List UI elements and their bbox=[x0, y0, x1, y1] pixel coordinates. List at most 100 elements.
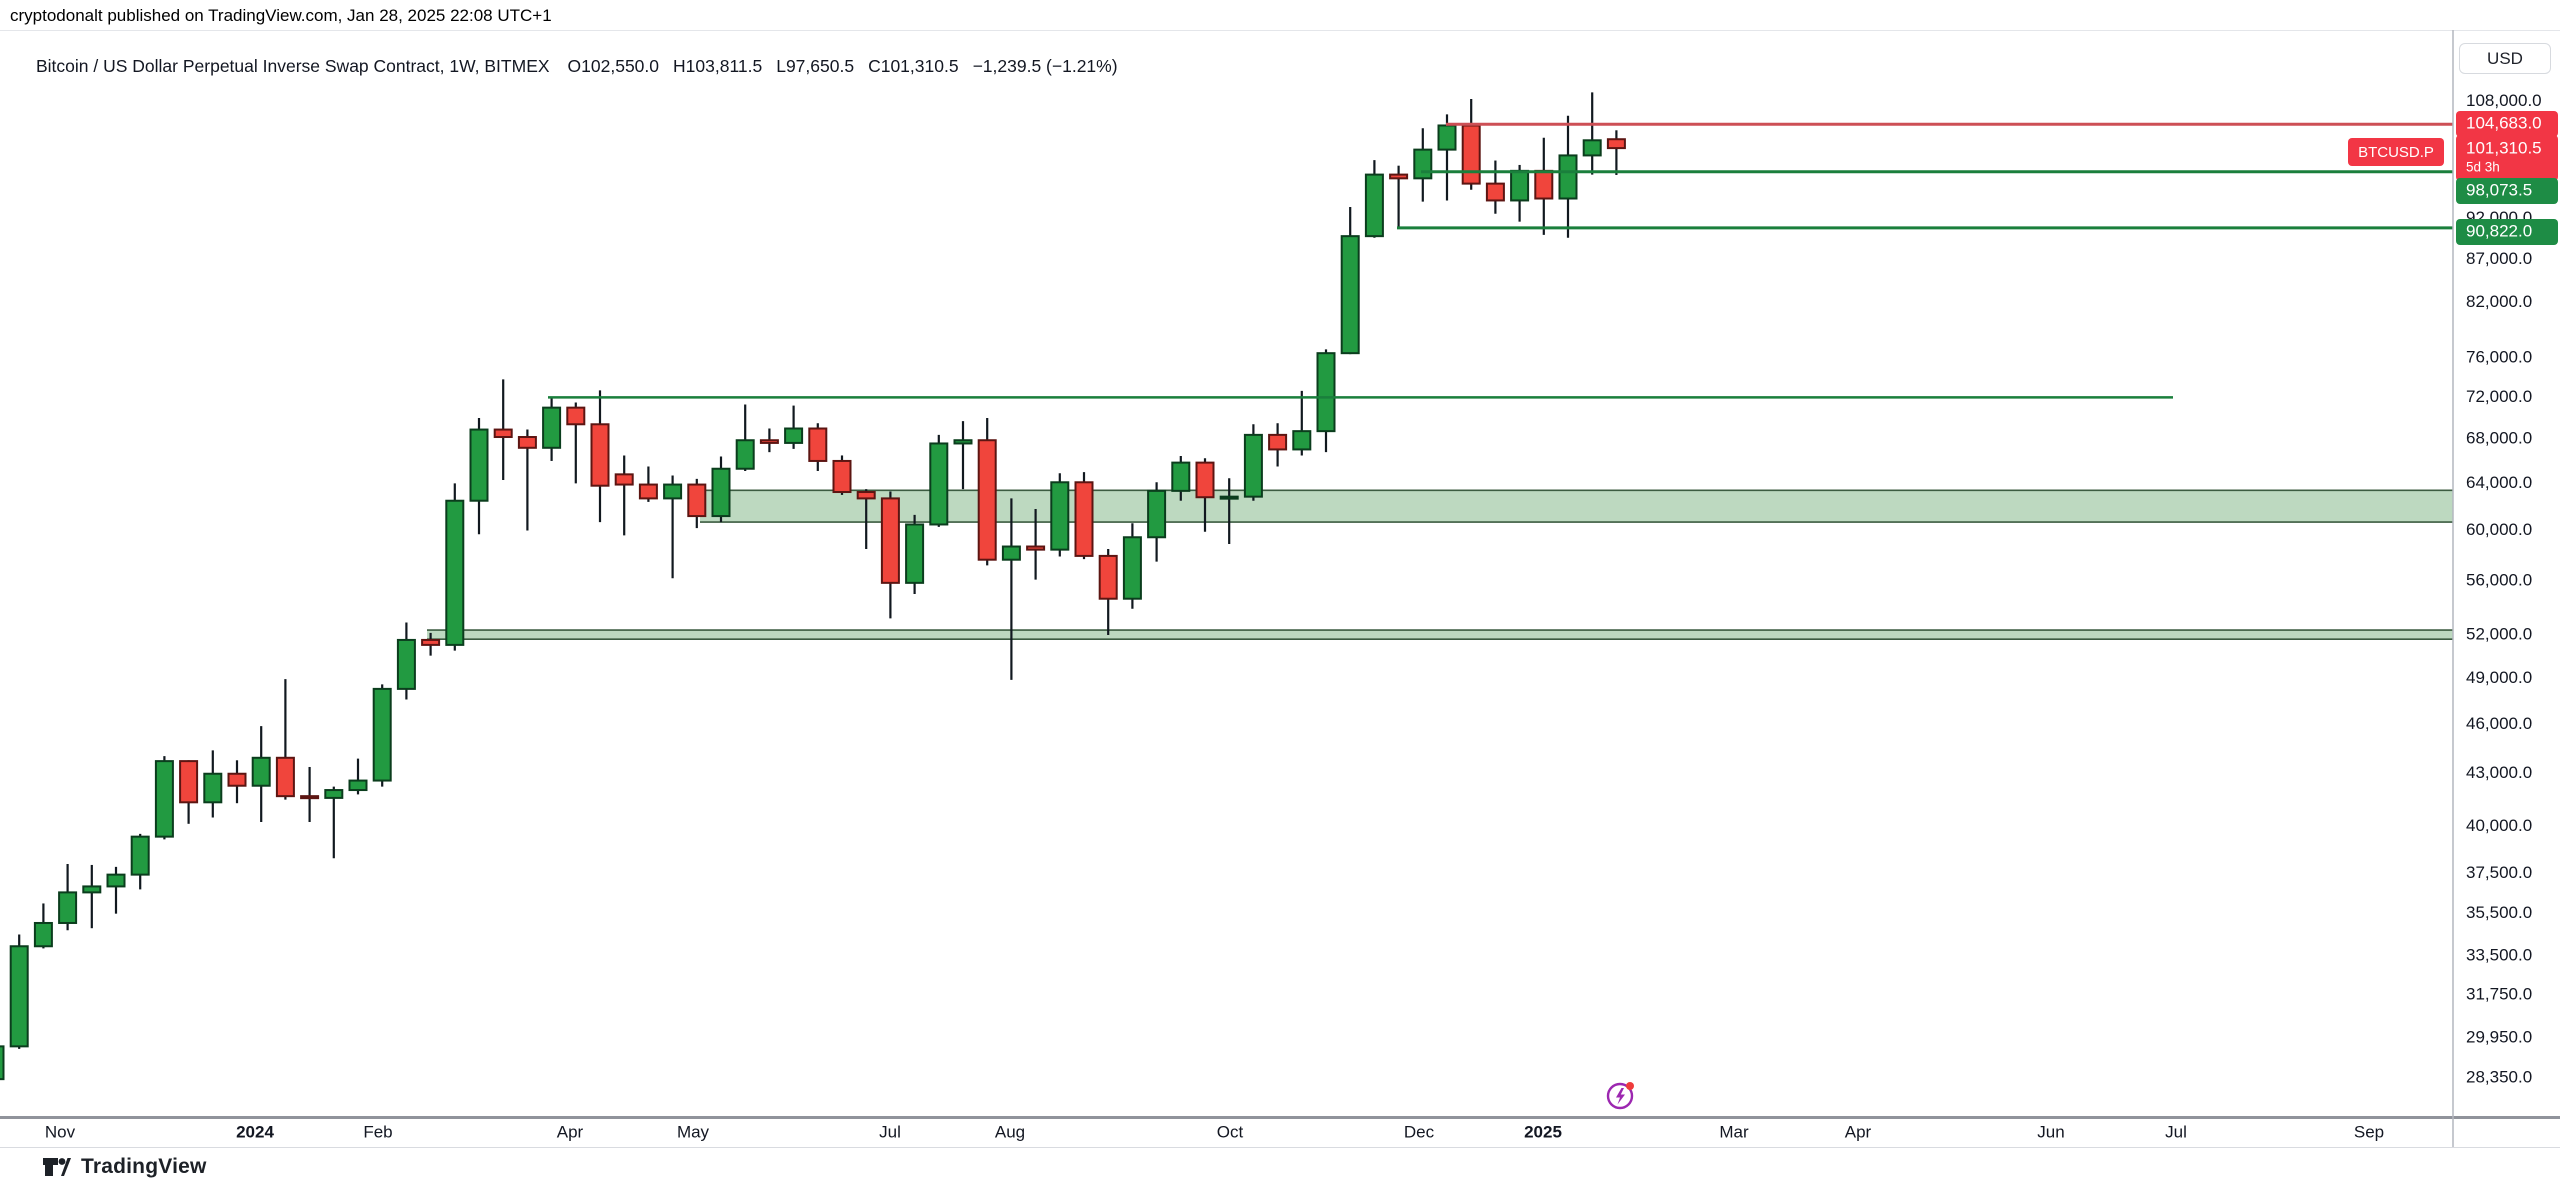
candle-body bbox=[977, 439, 997, 561]
time-axis-label-may[interactable]: May bbox=[677, 1122, 710, 1141]
time-axis-label-jul[interactable]: Jul bbox=[879, 1122, 901, 1141]
price-axis-tick: 31,750.0 bbox=[2466, 985, 2532, 1004]
candle-body bbox=[929, 442, 949, 526]
notification-dot bbox=[1626, 1082, 1634, 1090]
symbol-price-tag bbox=[2348, 138, 2444, 166]
time-axis-label-nov[interactable]: Nov bbox=[45, 1122, 76, 1141]
time-axis-label-apr[interactable]: Apr bbox=[557, 1122, 584, 1141]
time-axis-label-2024[interactable]: 2024 bbox=[236, 1122, 274, 1141]
candle-body bbox=[106, 873, 126, 888]
candle-body bbox=[663, 483, 683, 500]
candle-body bbox=[469, 428, 489, 502]
candle-body bbox=[1510, 169, 1530, 202]
price-axis-tick: 28,350.0 bbox=[2466, 1067, 2532, 1086]
events-lightning-icon[interactable] bbox=[1603, 1077, 1639, 1113]
candle-body bbox=[1074, 481, 1094, 557]
time-axis-label-mar[interactable]: Mar bbox=[1719, 1122, 1749, 1141]
price-axis-tick: 37,500.0 bbox=[2466, 863, 2532, 882]
price-axis-tick: 76,000.0 bbox=[2466, 347, 2532, 366]
price-label-text: 98,073.5 bbox=[2466, 180, 2532, 199]
ohlc-change: −1,239.5 (−1.21%) bbox=[972, 56, 1118, 76]
time-axis-label-feb[interactable]: Feb bbox=[363, 1122, 392, 1141]
candle-body bbox=[372, 687, 392, 782]
candle-body bbox=[1485, 182, 1505, 202]
time-axis-label-apr[interactable]: Apr bbox=[1845, 1122, 1872, 1141]
time-axis-label-jul[interactable]: Jul bbox=[2165, 1122, 2187, 1141]
price-axis-tick: 56,000.0 bbox=[2466, 570, 2532, 589]
attribution-text: cryptodonalt published on TradingView.co… bbox=[10, 6, 552, 25]
candle-body bbox=[542, 406, 562, 449]
ohlc-close: C101,310.5 bbox=[868, 56, 959, 76]
time-axis-label-dec[interactable]: Dec bbox=[1404, 1122, 1435, 1141]
candle-body bbox=[275, 756, 295, 798]
candle-body bbox=[348, 779, 368, 792]
candle-body bbox=[1171, 461, 1191, 492]
time-axis-label-2025[interactable]: 2025 bbox=[1524, 1122, 1562, 1141]
candle-body bbox=[905, 523, 925, 584]
candle-body bbox=[445, 499, 465, 646]
tradingview-logo-icon[interactable] bbox=[42, 1153, 72, 1181]
candle-body bbox=[566, 406, 586, 426]
symbol-title: Bitcoin / US Dollar Perpetual Inverse Sw… bbox=[36, 56, 550, 76]
candle-body bbox=[421, 638, 441, 646]
candle-body bbox=[517, 436, 537, 449]
candle-body bbox=[130, 835, 150, 876]
price-axis-tick: 40,000.0 bbox=[2466, 816, 2532, 835]
candle-body bbox=[0, 1045, 5, 1081]
lightning-bolt-icon bbox=[1616, 1088, 1625, 1105]
candle-body bbox=[808, 427, 828, 462]
price-axis-tick: 68,000.0 bbox=[2466, 429, 2532, 448]
price-label-text: 104,683.0 bbox=[2466, 113, 2542, 132]
candle-body bbox=[856, 491, 876, 500]
symbol-legend[interactable]: Bitcoin / US Dollar Perpetual Inverse Sw… bbox=[36, 56, 1132, 77]
price-axis-tick: 87,000.0 bbox=[2466, 249, 2532, 268]
candle-body bbox=[953, 439, 973, 445]
time-axis-bottom-border bbox=[0, 1147, 2560, 1148]
tradingview-logo-text[interactable]: TradingView bbox=[81, 1155, 207, 1178]
price-axis-tick: 72,000.0 bbox=[2466, 387, 2532, 406]
supply-demand-zone[interactable] bbox=[700, 490, 2453, 523]
candle-body bbox=[711, 467, 731, 518]
candle-body bbox=[1534, 169, 1554, 200]
price-axis-tick: 43,000.0 bbox=[2466, 763, 2532, 782]
candle-body bbox=[1195, 461, 1215, 499]
price-label-1046830 bbox=[2456, 111, 2558, 137]
ohlc-open: O102,550.0 bbox=[567, 56, 660, 76]
symbol-price-tag-text: BTCUSD.P bbox=[2358, 144, 2434, 161]
candle-body bbox=[251, 756, 271, 787]
price-label-980735 bbox=[2456, 178, 2558, 204]
candle-body bbox=[300, 795, 320, 800]
candle-body bbox=[1437, 124, 1457, 151]
price-axis-tick: 29,950.0 bbox=[2466, 1027, 2532, 1046]
bar-countdown-text: 5d 3h bbox=[2466, 160, 2500, 175]
price-axis-tick: 33,500.0 bbox=[2466, 945, 2532, 964]
supply-demand-zone[interactable] bbox=[427, 630, 2453, 640]
price-label-text: 90,822.0 bbox=[2466, 221, 2532, 240]
candle-body bbox=[1461, 124, 1481, 185]
time-axis-label-oct[interactable]: Oct bbox=[1217, 1122, 1244, 1141]
price-axis-tick: 64,000.0 bbox=[2466, 473, 2532, 492]
candle-body bbox=[1316, 352, 1336, 433]
time-axis-label-jun[interactable]: Jun bbox=[2037, 1122, 2064, 1141]
candle-body bbox=[1582, 139, 1602, 157]
time-axis-label-aug[interactable]: Aug bbox=[995, 1122, 1025, 1141]
candle-body bbox=[227, 772, 247, 787]
currency-unit-button[interactable]: USD bbox=[2459, 43, 2551, 74]
time-axis-top-border bbox=[0, 1116, 2560, 1119]
candle-body bbox=[784, 427, 804, 444]
candle-body bbox=[687, 483, 707, 518]
candle-body bbox=[759, 439, 779, 444]
price-axis-tick: 35,500.0 bbox=[2466, 903, 2532, 922]
price-axis-tick: 49,000.0 bbox=[2466, 668, 2532, 687]
candle-body bbox=[154, 760, 174, 838]
candle-body bbox=[33, 921, 53, 948]
candle-body bbox=[1098, 554, 1118, 600]
price-axis-tick: 46,000.0 bbox=[2466, 714, 2532, 733]
price-axis-tick: 82,000.0 bbox=[2466, 292, 2532, 311]
time-axis-label-sep[interactable]: Sep bbox=[2354, 1122, 2384, 1141]
price-label-1013105 bbox=[2456, 135, 2558, 181]
candle-body bbox=[396, 638, 416, 690]
candle-body bbox=[58, 891, 78, 924]
